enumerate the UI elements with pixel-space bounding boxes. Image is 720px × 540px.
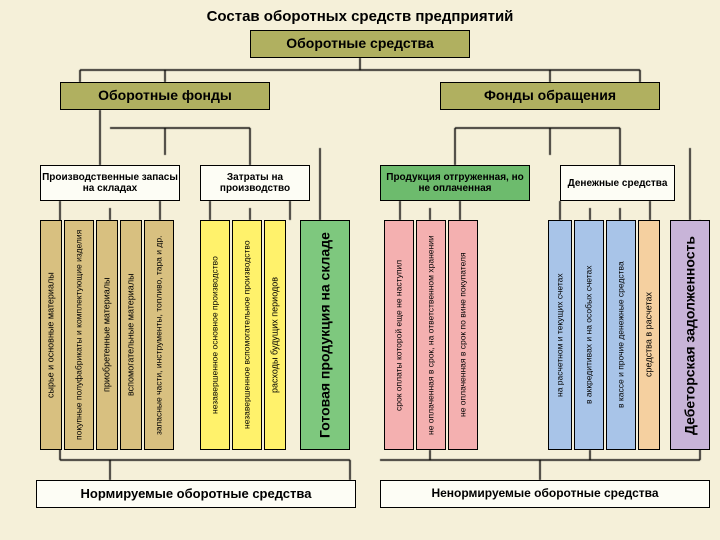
vcol-15: средства в расчетах bbox=[638, 220, 660, 450]
vcol-16: Дебеторская задолженность bbox=[670, 220, 710, 450]
vcol-12: на расчетном и текущих счетах bbox=[548, 220, 572, 450]
vcol-9: срок оплаты которой еще не наступил bbox=[384, 220, 414, 450]
vcol-1: покупные полуфабрикаты и комплектующие и… bbox=[64, 220, 94, 450]
vcol-13: в аккредитивах и на особых счетах bbox=[574, 220, 604, 450]
vcol-3: вспомогательные материалы bbox=[120, 220, 142, 450]
header-root: Оборотные средства bbox=[250, 30, 470, 58]
vcol-2: приобретенные материалы bbox=[96, 220, 118, 450]
vcol-10: не оплаченная в срок, на ответственном х… bbox=[416, 220, 446, 450]
mid-box-0: Производственные запасы на складах bbox=[40, 165, 180, 201]
bottom-box-1: Ненормируемые оборотные средства bbox=[380, 480, 710, 508]
vcol-5: незавершенное основное производство bbox=[200, 220, 230, 450]
vcol-0: сырье и основные материалы bbox=[40, 220, 62, 450]
mid-box-3: Денежные средства bbox=[560, 165, 675, 201]
vcol-4: запасные части, инструменты, топливо, та… bbox=[144, 220, 174, 450]
vcol-7: расходы будущих периодов bbox=[264, 220, 286, 450]
mid-box-1: Затраты на производство bbox=[200, 165, 310, 201]
vcol-14: в кассе и прочие денежные средства bbox=[606, 220, 636, 450]
mid-box-2: Продукция отгруженная, но не оплаченная bbox=[380, 165, 530, 201]
vcol-11: не оплаченная в срок по вине покупателя bbox=[448, 220, 478, 450]
vcol-6: незавершенное вспомогательное производст… bbox=[232, 220, 262, 450]
header-left: Оборотные фонды bbox=[60, 82, 270, 110]
vcol-8: Готовая продукция на складе bbox=[300, 220, 350, 450]
bottom-box-0: Нормируемые оборотные средства bbox=[36, 480, 356, 508]
header-right: Фонды обращения bbox=[440, 82, 660, 110]
